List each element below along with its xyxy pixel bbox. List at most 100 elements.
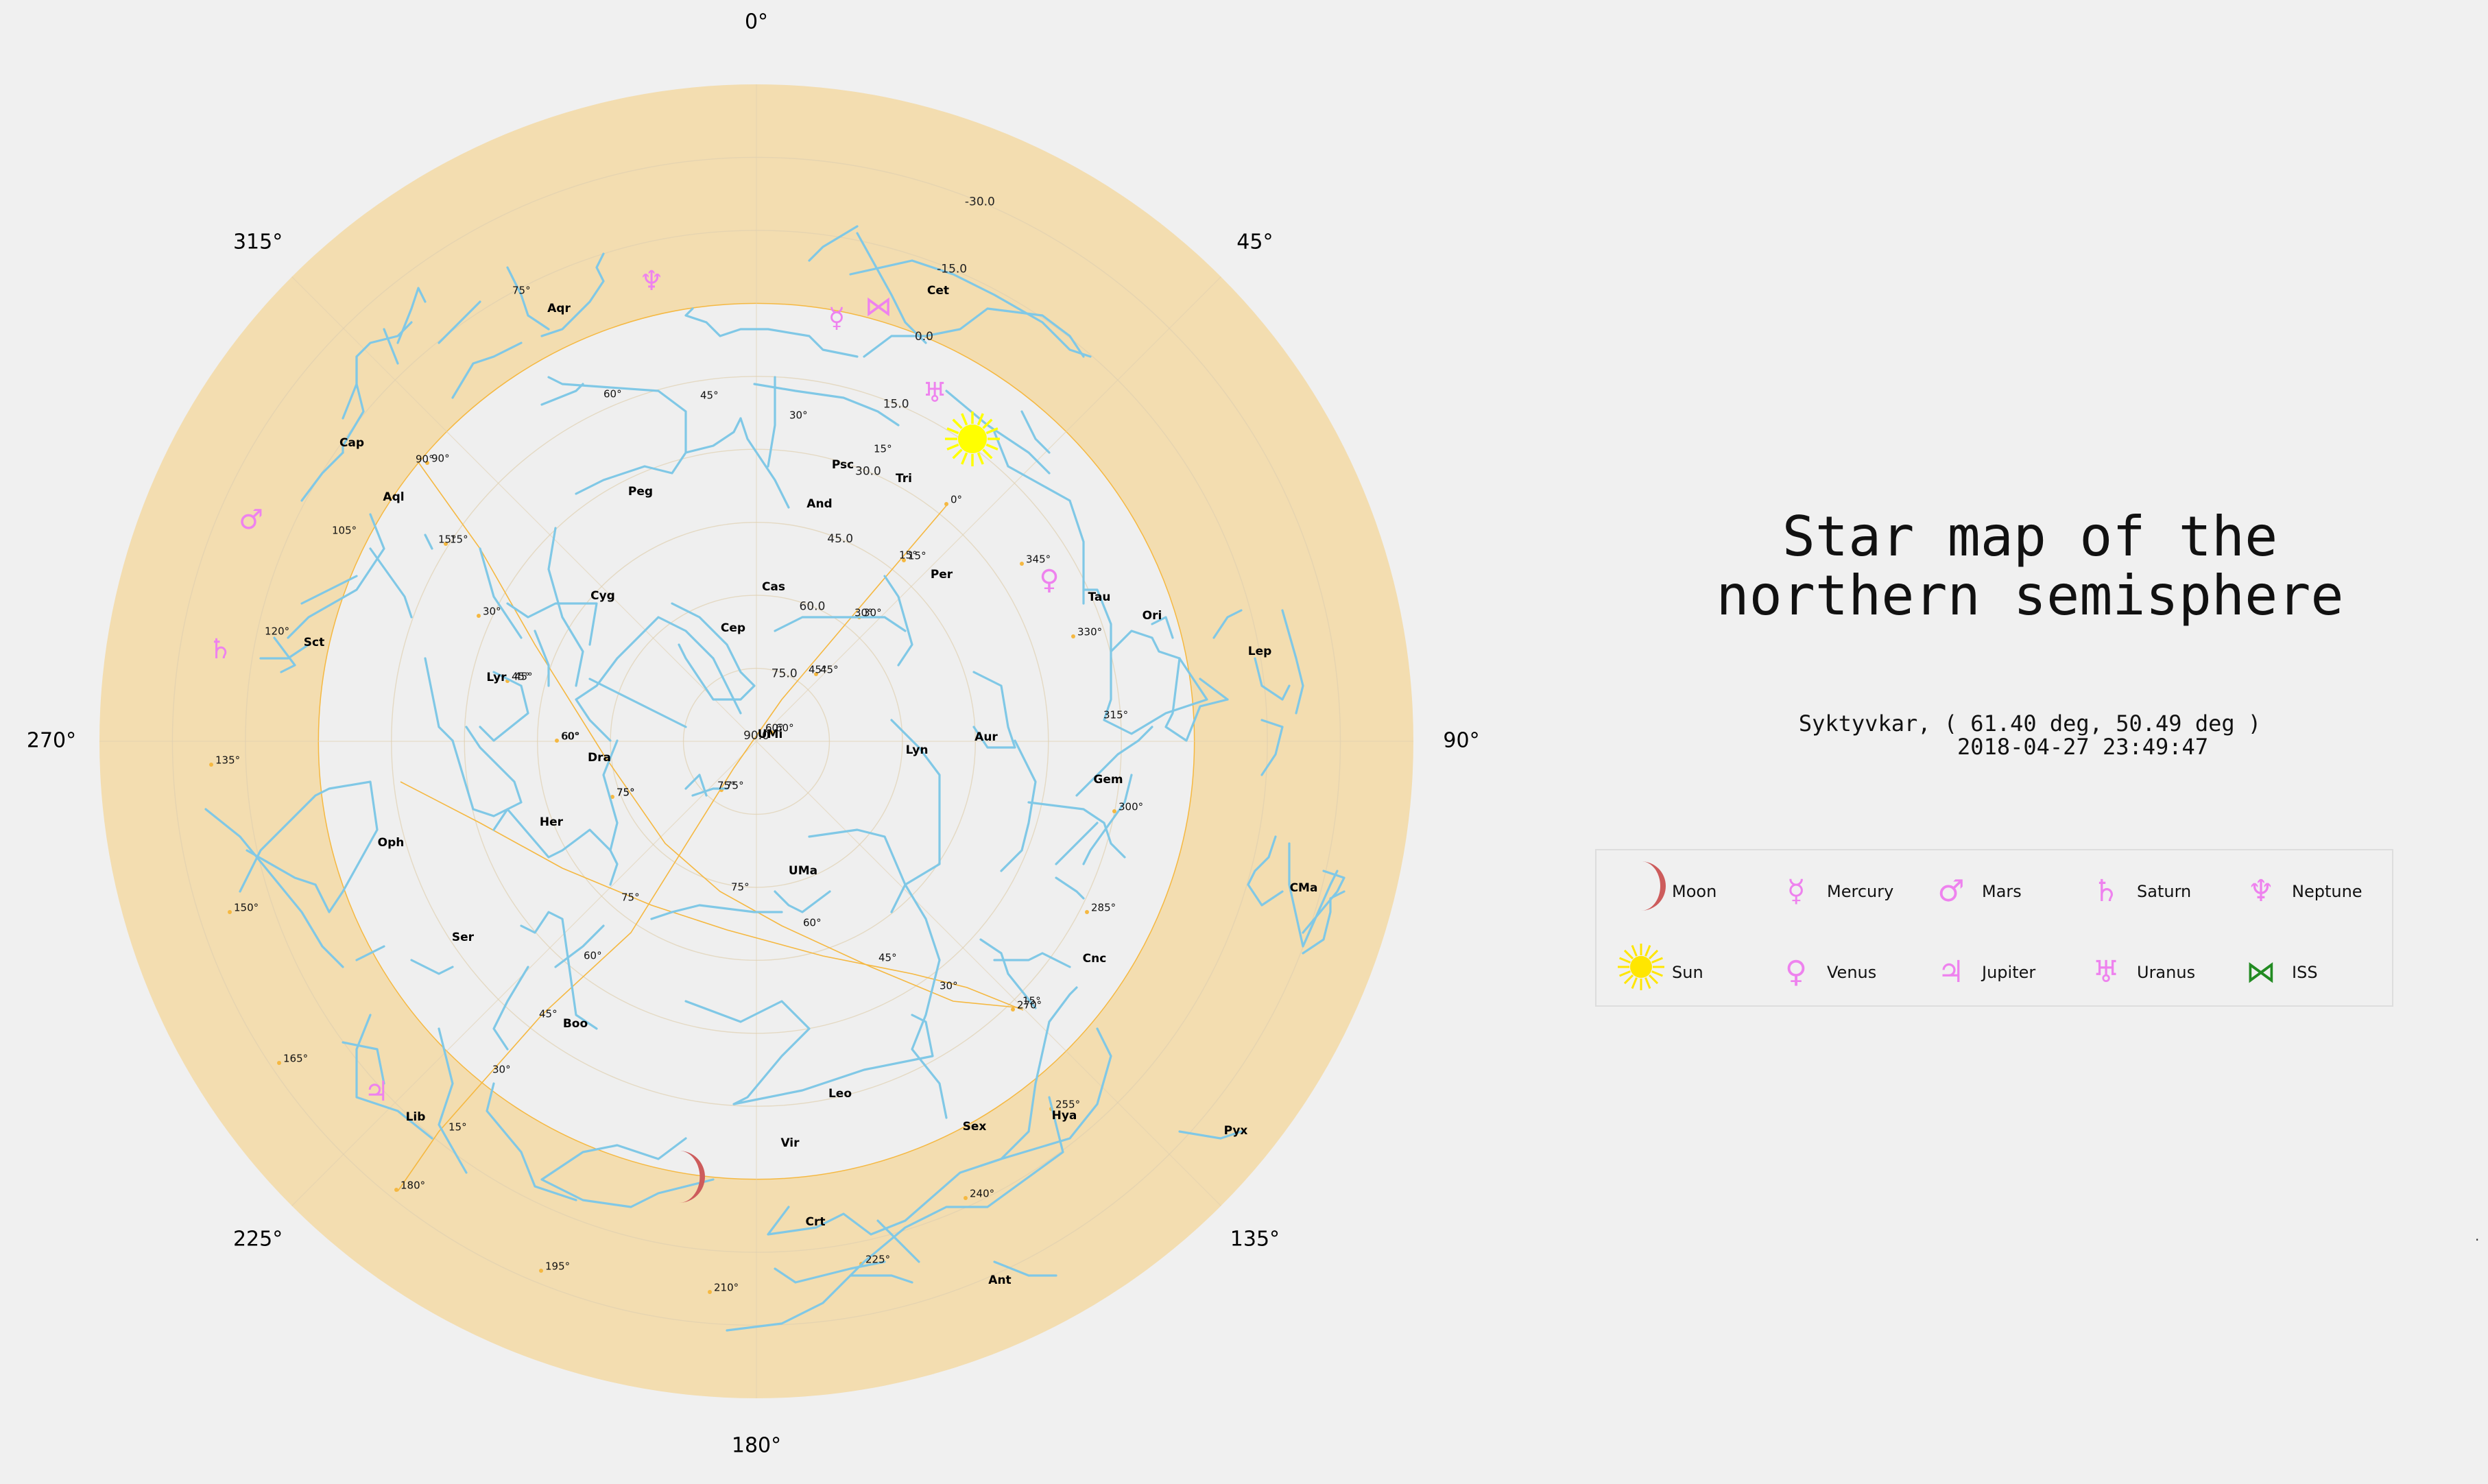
constellation-label: And: [806, 497, 832, 511]
neptune-icon: ♆: [2230, 871, 2292, 912]
azimuth-tick-label: 270°: [27, 729, 76, 753]
grid-tick-label: 90°: [416, 453, 434, 466]
iss-marker: ⋈: [865, 291, 892, 322]
altitude-tick-label: 30.0: [855, 465, 881, 479]
altitude-tick-label: 45.0: [827, 532, 853, 546]
sun-legend-ray: [1649, 975, 1658, 983]
legend-label: Mars: [1982, 882, 2022, 901]
location-text: Syktyvkar, ( 61.40 deg, 50.49 deg ): [1799, 710, 2261, 737]
grid-tick-label: 75°: [731, 881, 750, 894]
ecliptic-tick-label: 30°: [483, 606, 501, 618]
sun-icon: [1610, 940, 1672, 1005]
sun-legend-ray: [1649, 950, 1658, 959]
legend-label: Moon: [1672, 882, 1717, 901]
venus-marker: ♀: [1039, 564, 1059, 596]
constellation-label: Aqr: [547, 302, 571, 315]
grid-tick-label: 60°: [584, 950, 602, 962]
sun-legend-ray: [1646, 946, 1651, 957]
grid-tick-label: 120°: [265, 625, 289, 638]
azimuth-tick-label: 135°: [1230, 1227, 1280, 1251]
legend-label: Uranus: [2137, 963, 2195, 982]
ecliptic-tick-dot: [1071, 634, 1075, 638]
constellation-label: Pyx: [1224, 1124, 1248, 1138]
ecliptic-tick-dot: [228, 910, 232, 914]
legend-item-moon: Moon: [1610, 871, 1768, 912]
legend-item-neptune: ♆ Neptune: [2230, 871, 2388, 912]
mercury-icon: ☿: [1765, 871, 1827, 912]
sun-legend-ray: [1652, 972, 1663, 977]
grid-tick-label: 45°: [700, 390, 719, 402]
ecliptic-tick-label: 330°: [1077, 626, 1102, 638]
constellation-label: Boo: [563, 1017, 588, 1031]
grid-tick-label: 45°: [878, 952, 897, 964]
grid-tick-label: 75°: [717, 780, 736, 792]
constellation-label: Tau: [1088, 590, 1111, 604]
mars-marker: ♂: [239, 504, 263, 536]
altitude-tick-label: -30.0: [965, 195, 995, 208]
moon-icon: [1610, 859, 1672, 924]
altitude-tick-label: -15.0: [937, 263, 967, 276]
legend-label: Mercury: [1827, 882, 1893, 901]
ecliptic-tick-label: 165°: [283, 1053, 308, 1065]
altitude-tick-label: 75.0: [771, 667, 798, 681]
constellation-label: Cet: [927, 284, 949, 298]
ecliptic-tick-label: 195°: [545, 1260, 570, 1273]
ecliptic-tick-label: 300°: [1119, 801, 1143, 813]
iss-icon: ⋈: [2230, 952, 2292, 993]
constellation-label: Lib: [406, 1110, 426, 1124]
grid-tick-label: 60°: [803, 917, 822, 929]
sun-legend-ray: [1620, 958, 1631, 963]
grid-tick-label: 15°: [448, 1121, 467, 1134]
constellation-label: Cep: [721, 621, 745, 635]
grid-tick-label: 60°: [603, 388, 622, 400]
azimuth-tick-label: 180°: [732, 1434, 781, 1458]
grid-tick-label: 45°: [539, 1008, 558, 1020]
legend-label: ISS: [2292, 963, 2318, 982]
saturn-marker: ♄: [208, 634, 232, 665]
legend-label: Saturn: [2137, 882, 2191, 901]
ecliptic-tick-dot: [277, 1061, 281, 1065]
altitude-tick-label: 15.0: [883, 397, 909, 411]
constellation-label: CMa: [1290, 881, 1318, 895]
ecliptic-tick-label: 0°: [950, 494, 962, 506]
mercury-marker: ☿: [828, 302, 846, 334]
moon-legend-shape: [1641, 861, 1666, 911]
sun-legend-ray: [1652, 958, 1663, 963]
ecliptic-tick-label: 240°: [970, 1188, 994, 1200]
jupiter-icon: ♃: [1920, 952, 1982, 993]
grid-tick-label: 75°: [512, 285, 531, 297]
sun-legend-ray: [1625, 950, 1633, 959]
ecliptic-tick-label: 210°: [714, 1282, 739, 1294]
constellation-label: Ant: [988, 1273, 1011, 1287]
sun-legend-disc: [1630, 956, 1652, 978]
constellation-label: Gem: [1093, 773, 1123, 787]
constellation-label: Tri: [896, 472, 912, 486]
grid-tick-label: 30°: [789, 409, 808, 422]
azimuth-tick-label: 0°: [745, 10, 768, 34]
legend: Moon ☿ Mercury ♂ Mars ♄ Saturn ♆ Neptune Sun ♀ Venu…: [1595, 849, 2393, 1007]
ecliptic-tick-label: 90°: [431, 453, 450, 465]
ecliptic-tick-dot: [555, 739, 559, 743]
datetime-text: 2018-04-27 23:49:47: [1957, 734, 2208, 760]
grid-tick-label: 315°: [1103, 709, 1128, 721]
legend-item-mercury: ☿ Mercury: [1765, 871, 1923, 912]
constellation-label: Ser: [452, 931, 475, 944]
sun-legend-ray: [1625, 975, 1633, 983]
grid-tick-label: 15°: [899, 549, 918, 562]
legend-label: Neptune: [2292, 882, 2363, 901]
ecliptic-tick-label: 150°: [234, 902, 259, 914]
mars-icon: ♂: [1920, 871, 1982, 912]
constellation-label: Peg: [628, 485, 653, 499]
constellation-label: Leo: [828, 1087, 852, 1101]
sun-legend-ray: [1620, 972, 1631, 977]
grid-tick-label: 105°: [332, 525, 357, 537]
grid-tick-label: 15°: [874, 443, 892, 455]
legend-item-sun: Sun: [1610, 952, 1768, 993]
grid-tick-label: 75°: [621, 891, 640, 904]
sun-legend-ray: [1646, 978, 1651, 989]
azimuth-tick-label: 90°: [1443, 729, 1479, 753]
altitude-tick-label: 60.0: [800, 599, 826, 613]
ecliptic-tick-label: 285°: [1091, 902, 1116, 914]
ecliptic-tick-label: 225°: [865, 1254, 890, 1266]
grid-tick-label: 30°: [940, 980, 958, 992]
